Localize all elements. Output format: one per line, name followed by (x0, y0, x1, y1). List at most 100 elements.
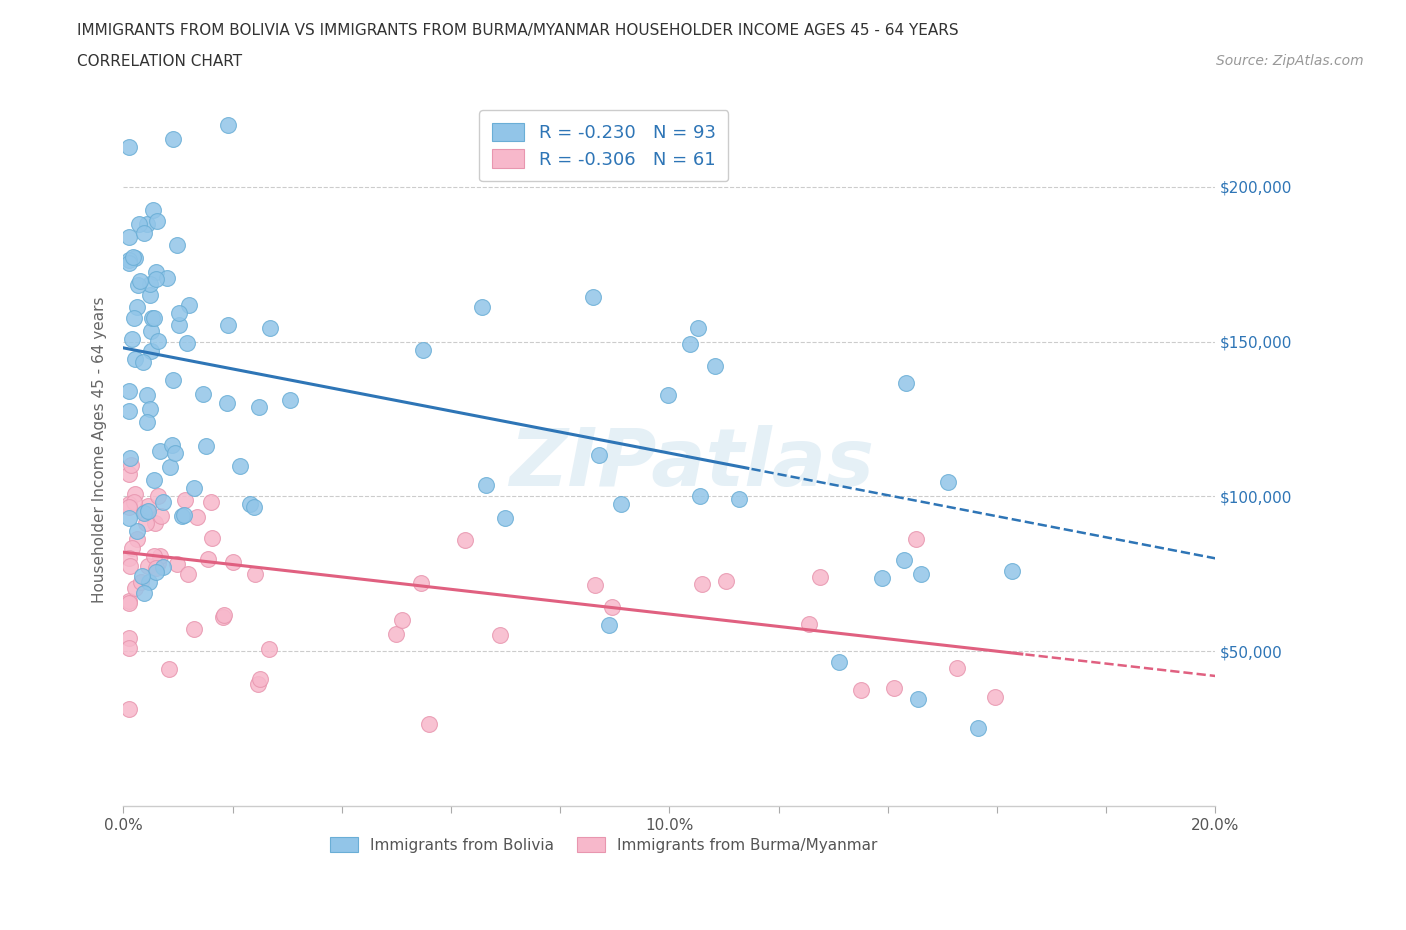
Point (910, 566, 932, 581)
Point (118, 702, 141, 717)
Text: Source: ZipAtlas.com: Source: ZipAtlas.com (1216, 54, 1364, 68)
Point (966, 721, 988, 736)
Point (135, 415, 157, 430)
Point (118, 384, 141, 399)
Point (191, 386, 214, 401)
Point (489, 628, 512, 643)
Point (124, 580, 146, 595)
Point (174, 493, 197, 508)
Point (118, 641, 141, 656)
Point (257, 642, 280, 657)
Point (118, 404, 141, 418)
Point (118, 451, 141, 466)
Point (703, 359, 725, 374)
Point (125, 531, 148, 546)
Point (217, 318, 239, 333)
Point (176, 336, 198, 351)
Point (127, 299, 149, 314)
Point (249, 671, 271, 686)
Point (132, 355, 155, 370)
Point (391, 613, 413, 628)
Point (197, 551, 219, 566)
Point (129, 575, 152, 590)
Point (172, 509, 194, 524)
Point (243, 499, 266, 514)
Point (156, 271, 179, 286)
Point (136, 559, 159, 574)
Point (688, 321, 710, 336)
Point (583, 578, 606, 592)
Point (128, 273, 150, 288)
Point (146, 213, 169, 228)
Point (183, 481, 205, 496)
Point (679, 337, 702, 352)
Point (136, 503, 159, 518)
Point (200, 494, 222, 509)
Point (118, 595, 141, 610)
Point (159, 662, 181, 677)
Point (582, 289, 605, 304)
Point (136, 498, 159, 513)
Point (278, 392, 301, 407)
Point (600, 600, 623, 615)
Point (194, 438, 217, 453)
Point (907, 692, 929, 707)
Point (139, 344, 162, 359)
Point (150, 509, 173, 524)
Point (946, 660, 969, 675)
Point (454, 532, 477, 547)
Point (145, 565, 167, 579)
Point (166, 238, 188, 253)
Point (142, 203, 165, 218)
Point (983, 689, 1005, 704)
Point (125, 524, 148, 538)
Point (152, 494, 174, 509)
Point (215, 395, 238, 410)
Point (118, 551, 141, 565)
Point (936, 474, 959, 489)
Point (139, 277, 162, 292)
Point (131, 569, 153, 584)
Point (118, 558, 141, 573)
Point (118, 593, 141, 608)
Point (169, 318, 191, 333)
Point (124, 486, 146, 501)
Point (797, 617, 820, 631)
Point (872, 570, 894, 585)
Point (214, 607, 236, 622)
Point (1001, 564, 1024, 578)
Point (145, 265, 167, 280)
Point (883, 681, 905, 696)
Point (598, 618, 620, 632)
Point (243, 567, 266, 582)
Point (149, 444, 172, 458)
Point (229, 458, 252, 473)
Point (118, 631, 141, 645)
Text: IMMIGRANTS FROM BOLIVIA VS IMMIGRANTS FROM BURMA/MYANMAR HOUSEHOLDER INCOME AGES: IMMIGRANTS FROM BOLIVIA VS IMMIGRANTS FR… (77, 23, 959, 38)
Point (588, 447, 610, 462)
Point (808, 570, 831, 585)
Point (141, 324, 163, 339)
Text: ZIPatlas: ZIPatlas (509, 425, 873, 503)
Point (138, 402, 160, 417)
Point (173, 508, 195, 523)
Point (142, 472, 165, 487)
Point (121, 332, 143, 347)
Point (118, 230, 141, 245)
Point (221, 554, 243, 569)
Point (118, 511, 141, 525)
Point (138, 575, 160, 590)
Point (183, 621, 205, 636)
Point (471, 299, 494, 314)
Point (177, 566, 200, 581)
Point (135, 388, 157, 403)
Point (134, 505, 156, 520)
Point (409, 576, 432, 591)
Point (132, 506, 155, 521)
Point (727, 491, 749, 506)
Point (259, 320, 281, 335)
Point (136, 217, 159, 232)
Point (162, 373, 184, 388)
Point (152, 559, 174, 574)
Point (148, 555, 170, 570)
